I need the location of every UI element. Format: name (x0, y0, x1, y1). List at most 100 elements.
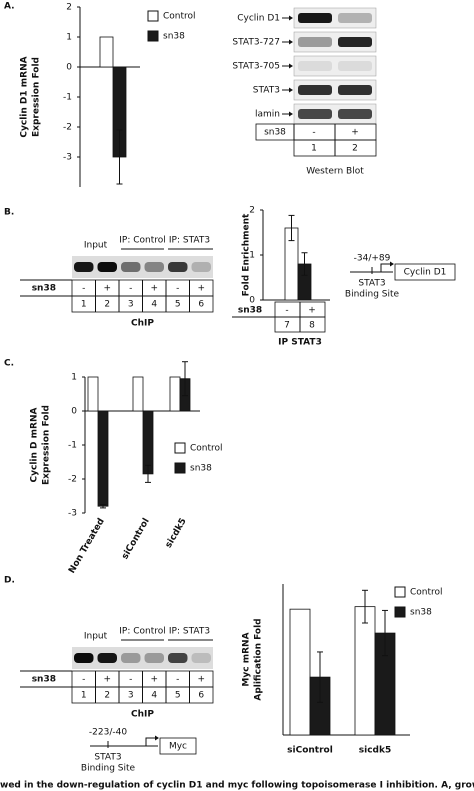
lane-number: 6 (198, 300, 204, 310)
arrow-head (390, 261, 394, 267)
band (121, 262, 141, 272)
lane-number: 8 (309, 321, 315, 331)
tss-arrow (145, 737, 156, 746)
band (338, 85, 372, 95)
gene-box (394, 263, 456, 281)
bar (289, 608, 311, 736)
bar (99, 36, 114, 68)
y-tick-label: 0 (71, 407, 77, 417)
sign: - (82, 675, 85, 685)
legend-label: Control (163, 12, 196, 22)
y-tick-label: 1 (71, 373, 77, 383)
y-tick-label: -2 (68, 475, 77, 485)
y-tick-label: 2 (249, 206, 255, 216)
band (121, 653, 141, 663)
legend-swatch (147, 30, 159, 42)
sign: + (308, 306, 316, 316)
site-position: -223/-40 (89, 728, 127, 738)
x-tick-label: sicdk5 (359, 746, 391, 756)
bar (132, 376, 144, 412)
figure-caption: wed in the down-regulation of cyclin D1 … (0, 781, 474, 791)
sign: + (197, 675, 205, 685)
lane-number: 1 (81, 300, 87, 310)
lane-number: 2 (104, 691, 110, 701)
group-label: Input (84, 632, 108, 642)
site-label: Binding Site (345, 290, 400, 300)
x-tick-label: sicdk5 (164, 517, 189, 550)
legend-label: Control (190, 444, 223, 454)
lane-number: 1 (311, 144, 317, 154)
legend-label: Control (410, 588, 443, 598)
sign: - (176, 284, 179, 294)
error-bar (382, 609, 388, 657)
sign: - (285, 306, 288, 316)
sign: + (150, 675, 158, 685)
blot-lane (293, 55, 377, 77)
y-axis-label: Fold Enrichment (242, 213, 252, 296)
legend-swatch (394, 606, 406, 618)
site-position: -34/+89 (354, 254, 391, 264)
legend-swatch (174, 462, 186, 474)
lane-number: 7 (284, 321, 290, 331)
band (338, 37, 372, 47)
sign: + (150, 284, 158, 294)
band (191, 262, 211, 272)
group-label: IP: STAT3 (169, 236, 210, 246)
y-tick-label: -1 (63, 93, 72, 103)
lane-number: 1 (81, 691, 87, 701)
y-tick-label: 0 (66, 63, 72, 73)
lane-number: 2 (352, 144, 358, 154)
x-tick-label: siControl (120, 517, 151, 562)
y-axis-label: Cyclin D1 mRNA (20, 56, 30, 137)
band (338, 109, 372, 119)
gene-name: Cyclin D1 (404, 268, 447, 278)
y-tick-label: 0 (249, 296, 255, 306)
arrow-head (289, 87, 293, 93)
panel-label: B. (4, 208, 14, 218)
y-tick-label: -3 (68, 509, 77, 519)
lane-number: 5 (175, 300, 181, 310)
legend-swatch (394, 586, 406, 598)
group-label: IP: Control (119, 236, 166, 246)
row-label: sn38 (32, 284, 56, 294)
bar (142, 410, 154, 475)
sign: + (103, 675, 111, 685)
legend-label: sn38 (190, 464, 212, 474)
lane-number: 4 (151, 691, 157, 701)
x-tick-label: siControl (287, 746, 333, 756)
lane-number: 5 (175, 691, 181, 701)
band (97, 262, 117, 272)
group-label: IP: Control (119, 627, 166, 637)
gene-box (159, 737, 197, 755)
sign: + (103, 284, 111, 294)
band (298, 85, 332, 95)
band (338, 61, 372, 71)
lane-number: 3 (128, 300, 134, 310)
panel-label: C. (4, 359, 14, 369)
lane-number: 4 (151, 300, 157, 310)
sign: - (312, 128, 315, 138)
site-label: STAT3 (358, 279, 385, 289)
lane-number: 2 (104, 300, 110, 310)
y-axis-label: Cyclin D mRNA (30, 408, 40, 483)
y-tick-label: -1 (68, 441, 77, 451)
table-caption: IP STAT3 (278, 338, 322, 348)
y-tick-label: -2 (63, 123, 72, 133)
band (144, 653, 164, 663)
gene-name: Myc (169, 742, 187, 752)
legend-label: sn38 (410, 608, 432, 618)
band (168, 262, 188, 272)
band (298, 61, 332, 71)
arrow-head (289, 39, 293, 45)
sign: - (129, 284, 132, 294)
y-tick-label: -3 (63, 153, 72, 163)
y-axis-label: Aplification Fold (254, 618, 264, 700)
band (144, 262, 164, 272)
lane-number: 3 (128, 691, 134, 701)
bar (169, 376, 181, 412)
blot-row-label: Cyclin D1 (237, 14, 280, 24)
y-tick-label: 1 (249, 251, 255, 261)
band (74, 262, 94, 272)
sign: - (176, 675, 179, 685)
